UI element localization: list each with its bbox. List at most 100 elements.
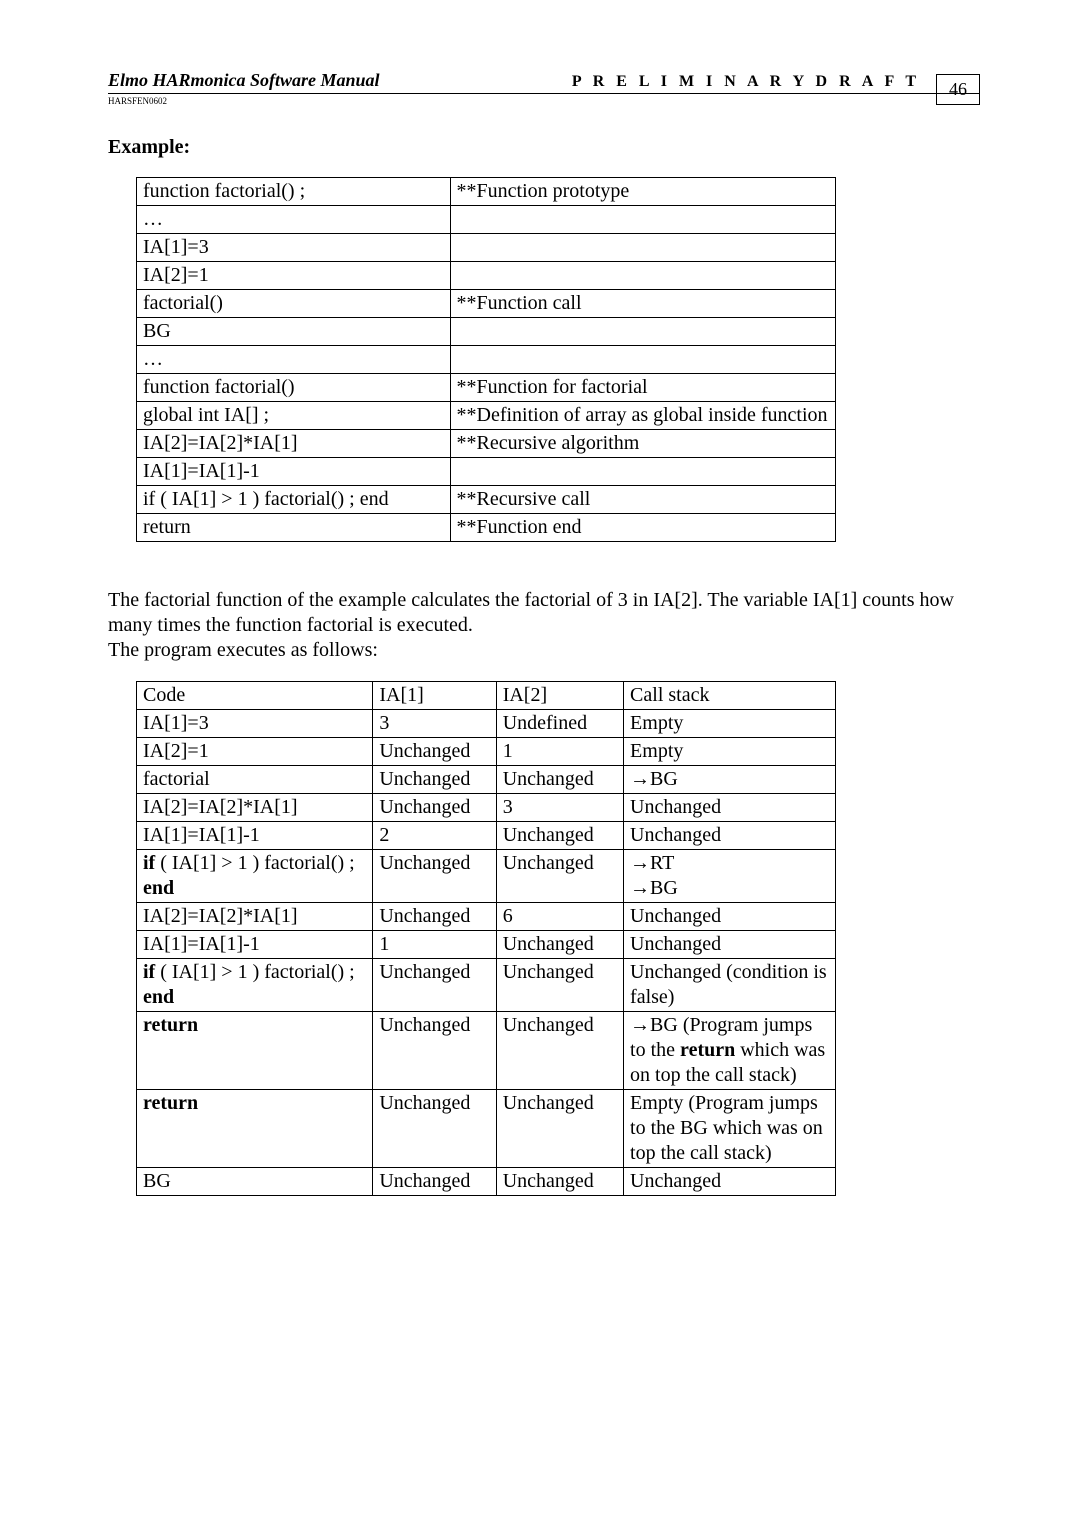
code-cell: return xyxy=(137,1090,373,1168)
comment-cell: **Function call xyxy=(450,290,835,318)
comment-cell xyxy=(450,262,835,290)
draft-label: P R E L I M I N A R Y D R A F T xyxy=(572,73,932,91)
column-header: Code xyxy=(137,682,373,710)
comment-cell: **Function prototype xyxy=(450,178,835,206)
code-cell: … xyxy=(137,206,451,234)
table-row: if ( IA[1] > 1 ) factorial() ; endUnchan… xyxy=(137,959,836,1012)
column-header: IA[2] xyxy=(496,682,623,710)
code-cell: if ( IA[1] > 1 ) factorial() ; end xyxy=(137,486,451,514)
ia2-cell: 6 xyxy=(496,903,623,931)
code-cell: IA[1]=3 xyxy=(137,710,373,738)
code-cell: BG xyxy=(137,318,451,346)
ia2-cell: Unchanged xyxy=(496,1012,623,1090)
ia1-cell: Unchanged xyxy=(373,1012,496,1090)
page-header: Elmo HARmonica Software Manual P R E L I… xyxy=(108,60,980,94)
table-row: function factorial()**Function for facto… xyxy=(137,374,836,402)
column-header: IA[1] xyxy=(373,682,496,710)
callstack-cell: Unchanged (condition is false) xyxy=(624,959,836,1012)
comment-cell xyxy=(450,458,835,486)
table-row: return**Function end xyxy=(137,514,836,542)
callstack-cell: Unchanged xyxy=(624,794,836,822)
comment-cell xyxy=(450,234,835,262)
callstack-cell: →RT→BG xyxy=(624,850,836,903)
ia1-cell: 3 xyxy=(373,710,496,738)
table-row: IA[1]=33UndefinedEmpty xyxy=(137,710,836,738)
ia2-cell: Unchanged xyxy=(496,1090,623,1168)
ia2-cell: Unchanged xyxy=(496,822,623,850)
ia2-cell: Undefined xyxy=(496,710,623,738)
ia1-cell: Unchanged xyxy=(373,1168,496,1196)
code-cell: if ( IA[1] > 1 ) factorial() ; end xyxy=(137,850,373,903)
code-cell: function factorial() ; xyxy=(137,178,451,206)
ia2-cell: Unchanged xyxy=(496,1168,623,1196)
ia2-cell: 1 xyxy=(496,738,623,766)
table-row: returnUnchangedUnchanged→BG (Program jum… xyxy=(137,1012,836,1090)
code-cell: IA[1]=IA[1]-1 xyxy=(137,458,451,486)
callstack-cell: →BG (Program jumps to the return which w… xyxy=(624,1012,836,1090)
table-row: IA[1]=IA[1]-1 xyxy=(137,458,836,486)
table-row: if ( IA[1] > 1 ) factorial() ; end Unchan… xyxy=(137,850,836,903)
code-cell: IA[2]=IA[2]*IA[1] xyxy=(137,903,373,931)
comment-cell: **Function for factorial xyxy=(450,374,835,402)
comment-cell: **Function end xyxy=(450,514,835,542)
table-header-row: CodeIA[1]IA[2]Call stack xyxy=(137,682,836,710)
table-row: … xyxy=(137,346,836,374)
code-cell: IA[2]=IA[2]*IA[1] xyxy=(137,794,373,822)
table-row: BGUnchangedUnchangedUnchanged xyxy=(137,1168,836,1196)
manual-title: Elmo HARmonica Software Manual xyxy=(108,70,572,91)
ia1-cell: Unchanged xyxy=(373,1090,496,1168)
execution-trace-table: CodeIA[1]IA[2]Call stackIA[1]=33Undefine… xyxy=(136,681,836,1196)
callstack-cell: Unchanged xyxy=(624,1168,836,1196)
table-row: IA[2]=IA[2]*IA[1]Unchanged3Unchanged xyxy=(137,794,836,822)
ia1-cell: Unchanged xyxy=(373,959,496,1012)
code-cell: IA[1]=IA[1]-1 xyxy=(137,822,373,850)
ia1-cell: 1 xyxy=(373,931,496,959)
table-row: IA[1]=3 xyxy=(137,234,836,262)
callstack-cell: →BG xyxy=(624,766,836,794)
page-number: 46 xyxy=(936,74,980,105)
ia2-cell: Unchanged xyxy=(496,959,623,1012)
example-label: Example: xyxy=(108,136,980,159)
table-row: … xyxy=(137,206,836,234)
ia2-cell: 3 xyxy=(496,794,623,822)
code-cell: global int IA[] ; xyxy=(137,402,451,430)
callstack-cell: Unchanged xyxy=(624,903,836,931)
ia1-cell: Unchanged xyxy=(373,903,496,931)
code-cell: factorial xyxy=(137,766,373,794)
doc-code: HARSFEN0602 xyxy=(108,96,980,106)
table-row: IA[2]=IA[2]*IA[1]**Recursive algorithm xyxy=(137,430,836,458)
ia1-cell: 2 xyxy=(373,822,496,850)
table-row: global int IA[] ;**Definition of array a… xyxy=(137,402,836,430)
code-cell: return xyxy=(137,514,451,542)
code-cell: return xyxy=(137,1012,373,1090)
comment-cell: **Recursive call xyxy=(450,486,835,514)
ia2-cell: Unchanged xyxy=(496,850,623,903)
code-cell: function factorial() xyxy=(137,374,451,402)
ia1-cell: Unchanged xyxy=(373,794,496,822)
code-cell: IA[2]=1 xyxy=(137,738,373,766)
table-row: IA[2]=1 xyxy=(137,262,836,290)
table-row: returnUnchangedUnchangedEmpty (Program j… xyxy=(137,1090,836,1168)
table-row: if ( IA[1] > 1 ) factorial() ; end**Recu… xyxy=(137,486,836,514)
table-row: factorial()**Function call xyxy=(137,290,836,318)
code-cell: … xyxy=(137,346,451,374)
ia1-cell: Unchanged xyxy=(373,766,496,794)
comment-cell: **Definition of array as global inside f… xyxy=(450,402,835,430)
comment-cell: **Recursive algorithm xyxy=(450,430,835,458)
comment-cell xyxy=(450,318,835,346)
ia1-cell: Unchanged xyxy=(373,738,496,766)
callstack-cell: Unchanged xyxy=(624,822,836,850)
body-line-1: The factorial function of the example ca… xyxy=(108,588,980,638)
code-cell: IA[1]=3 xyxy=(137,234,451,262)
table-row: factorialUnchangedUnchanged→BG xyxy=(137,766,836,794)
code-cell: IA[2]=1 xyxy=(137,262,451,290)
code-cell: IA[1]=IA[1]-1 xyxy=(137,931,373,959)
code-cell: BG xyxy=(137,1168,373,1196)
ia2-cell: Unchanged xyxy=(496,931,623,959)
code-cell: IA[2]=IA[2]*IA[1] xyxy=(137,430,451,458)
callstack-cell: Empty xyxy=(624,738,836,766)
callstack-cell: Empty xyxy=(624,710,836,738)
callstack-cell: Empty (Program jumps to the BG which was… xyxy=(624,1090,836,1168)
document-page: Elmo HARmonica Software Manual P R E L I… xyxy=(0,0,1080,1528)
table-row: function factorial() ;**Function prototy… xyxy=(137,178,836,206)
